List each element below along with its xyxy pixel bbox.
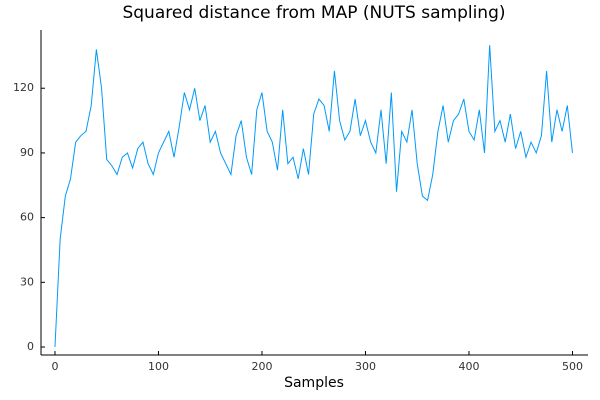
x-tick-label: 100 xyxy=(148,360,169,373)
x-tick-label: 400 xyxy=(458,360,479,373)
y-tick-label: 30 xyxy=(20,275,34,288)
x-tick-label: 500 xyxy=(562,360,583,373)
data-line xyxy=(54,45,573,348)
y-tick-label: 120 xyxy=(13,81,34,94)
y-tick-label: 90 xyxy=(20,146,34,159)
x-tick-label: 300 xyxy=(355,360,376,373)
x-tick-label: 0 xyxy=(51,360,58,373)
x-tick-label: 200 xyxy=(251,360,272,373)
y-tick-label: 60 xyxy=(20,211,34,224)
x-axis-label: Samples xyxy=(284,375,344,391)
chart-title: Squared distance from MAP (NUTS sampling… xyxy=(122,3,505,23)
y-tick-label: 0 xyxy=(27,340,34,353)
